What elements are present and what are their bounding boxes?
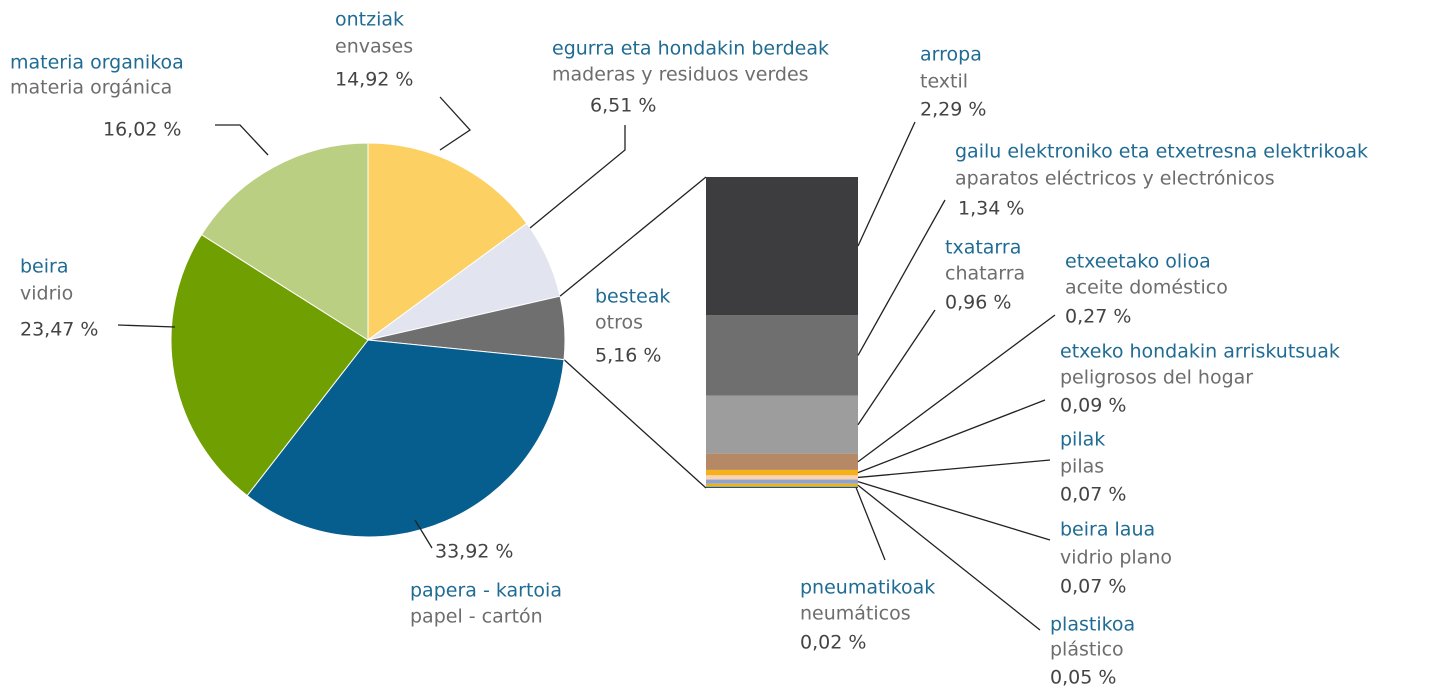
value-label: 33,92 %	[435, 541, 514, 563]
bar-segment	[706, 315, 858, 396]
category-label: txatarra	[945, 237, 1021, 259]
value-label: 6,51 %	[590, 95, 656, 117]
category-label: besteak	[595, 286, 670, 308]
bar-segment	[706, 469, 858, 476]
category-label: gailu elektroniko eta etxetresna elektri…	[955, 141, 1368, 163]
category-label: arropa	[920, 44, 982, 66]
bar-segment	[706, 395, 858, 454]
category-label: pneumatikoak	[800, 577, 935, 599]
value-label: 0,05 %	[1050, 667, 1116, 689]
leader-line	[857, 481, 1051, 541]
leader-line	[855, 487, 886, 561]
category-label: materia organikoa	[10, 52, 184, 74]
category-label: beira laua	[1060, 519, 1155, 541]
category-label: ontziak	[335, 9, 404, 31]
leader-line	[857, 314, 1056, 463]
bar-segment	[706, 453, 858, 470]
value-label: 0,02 %	[800, 632, 866, 654]
pie-slice	[200, 142, 369, 341]
value-label: 0,96 %	[945, 292, 1011, 314]
value-label: 0,07 %	[1060, 484, 1126, 506]
value-label: 2,29 %	[920, 99, 986, 121]
value-label: 0,27 %	[1065, 306, 1131, 328]
category-label: pilak	[1060, 429, 1105, 451]
subtitle-label: materia orgánica	[10, 77, 172, 99]
subtitle-label: envases	[335, 36, 413, 58]
subtitle-label: papel - cartón	[410, 606, 543, 628]
pie-slice	[170, 233, 369, 497]
subtitle-label: maderas y residuos verdes	[552, 64, 809, 86]
leader-line	[529, 125, 626, 229]
value-label: 1,34 %	[958, 198, 1024, 220]
pie-slice	[246, 339, 565, 538]
subtitle-label: peligrosos del hogar	[1060, 367, 1253, 389]
value-label: 0,09 %	[1060, 395, 1126, 417]
subtitle-label: vidrio	[20, 283, 73, 305]
leader-line	[857, 459, 1051, 479]
subtitle-label: textil	[920, 71, 968, 93]
category-label: egurra eta hondakin berdeak	[552, 38, 829, 60]
subtitle-label: neumáticos	[800, 603, 911, 625]
pie-slice	[367, 142, 528, 341]
value-label: 0,07 %	[1060, 576, 1126, 598]
value-label: 23,47 %	[20, 319, 99, 341]
value-label: 14,92 %	[335, 69, 414, 91]
bar-segment	[706, 486, 858, 488]
category-label: plastikoa	[1050, 614, 1135, 636]
subtitle-label: aceite doméstico	[1065, 277, 1228, 299]
subtitle-label: pilas	[1060, 456, 1104, 478]
leader-line	[857, 484, 1041, 631]
leader-line	[215, 124, 269, 156]
category-label: papera - kartoia	[410, 580, 562, 602]
bar-segment	[706, 177, 858, 316]
leader-line	[857, 121, 916, 247]
subtitle-label: otros	[595, 312, 643, 334]
subtitle-label: vidrio plano	[1060, 547, 1172, 569]
subtitle-label: aparatos eléctricos y electrónicos	[955, 168, 1275, 190]
leader-line	[857, 399, 1046, 474]
value-label: 16,02 %	[103, 119, 182, 141]
subtitle-label: plástico	[1050, 639, 1124, 661]
value-label: 5,16 %	[595, 345, 661, 367]
category-label: etxeetako olioa	[1065, 251, 1211, 273]
leader-line	[857, 199, 946, 356]
leader-line	[117, 324, 176, 328]
leader-line	[414, 519, 433, 549]
bar-segment	[706, 483, 858, 487]
leader-line	[439, 96, 471, 151]
connector-line	[559, 176, 707, 297]
category-label: beira	[20, 256, 68, 278]
subtitle-label: chatarra	[945, 263, 1025, 285]
leader-line	[857, 309, 936, 426]
category-label: etxeko hondakin arriskutsuak	[1060, 341, 1340, 363]
bar-segment	[706, 475, 858, 480]
bar-segment	[706, 479, 858, 484]
connector-line	[563, 359, 707, 489]
